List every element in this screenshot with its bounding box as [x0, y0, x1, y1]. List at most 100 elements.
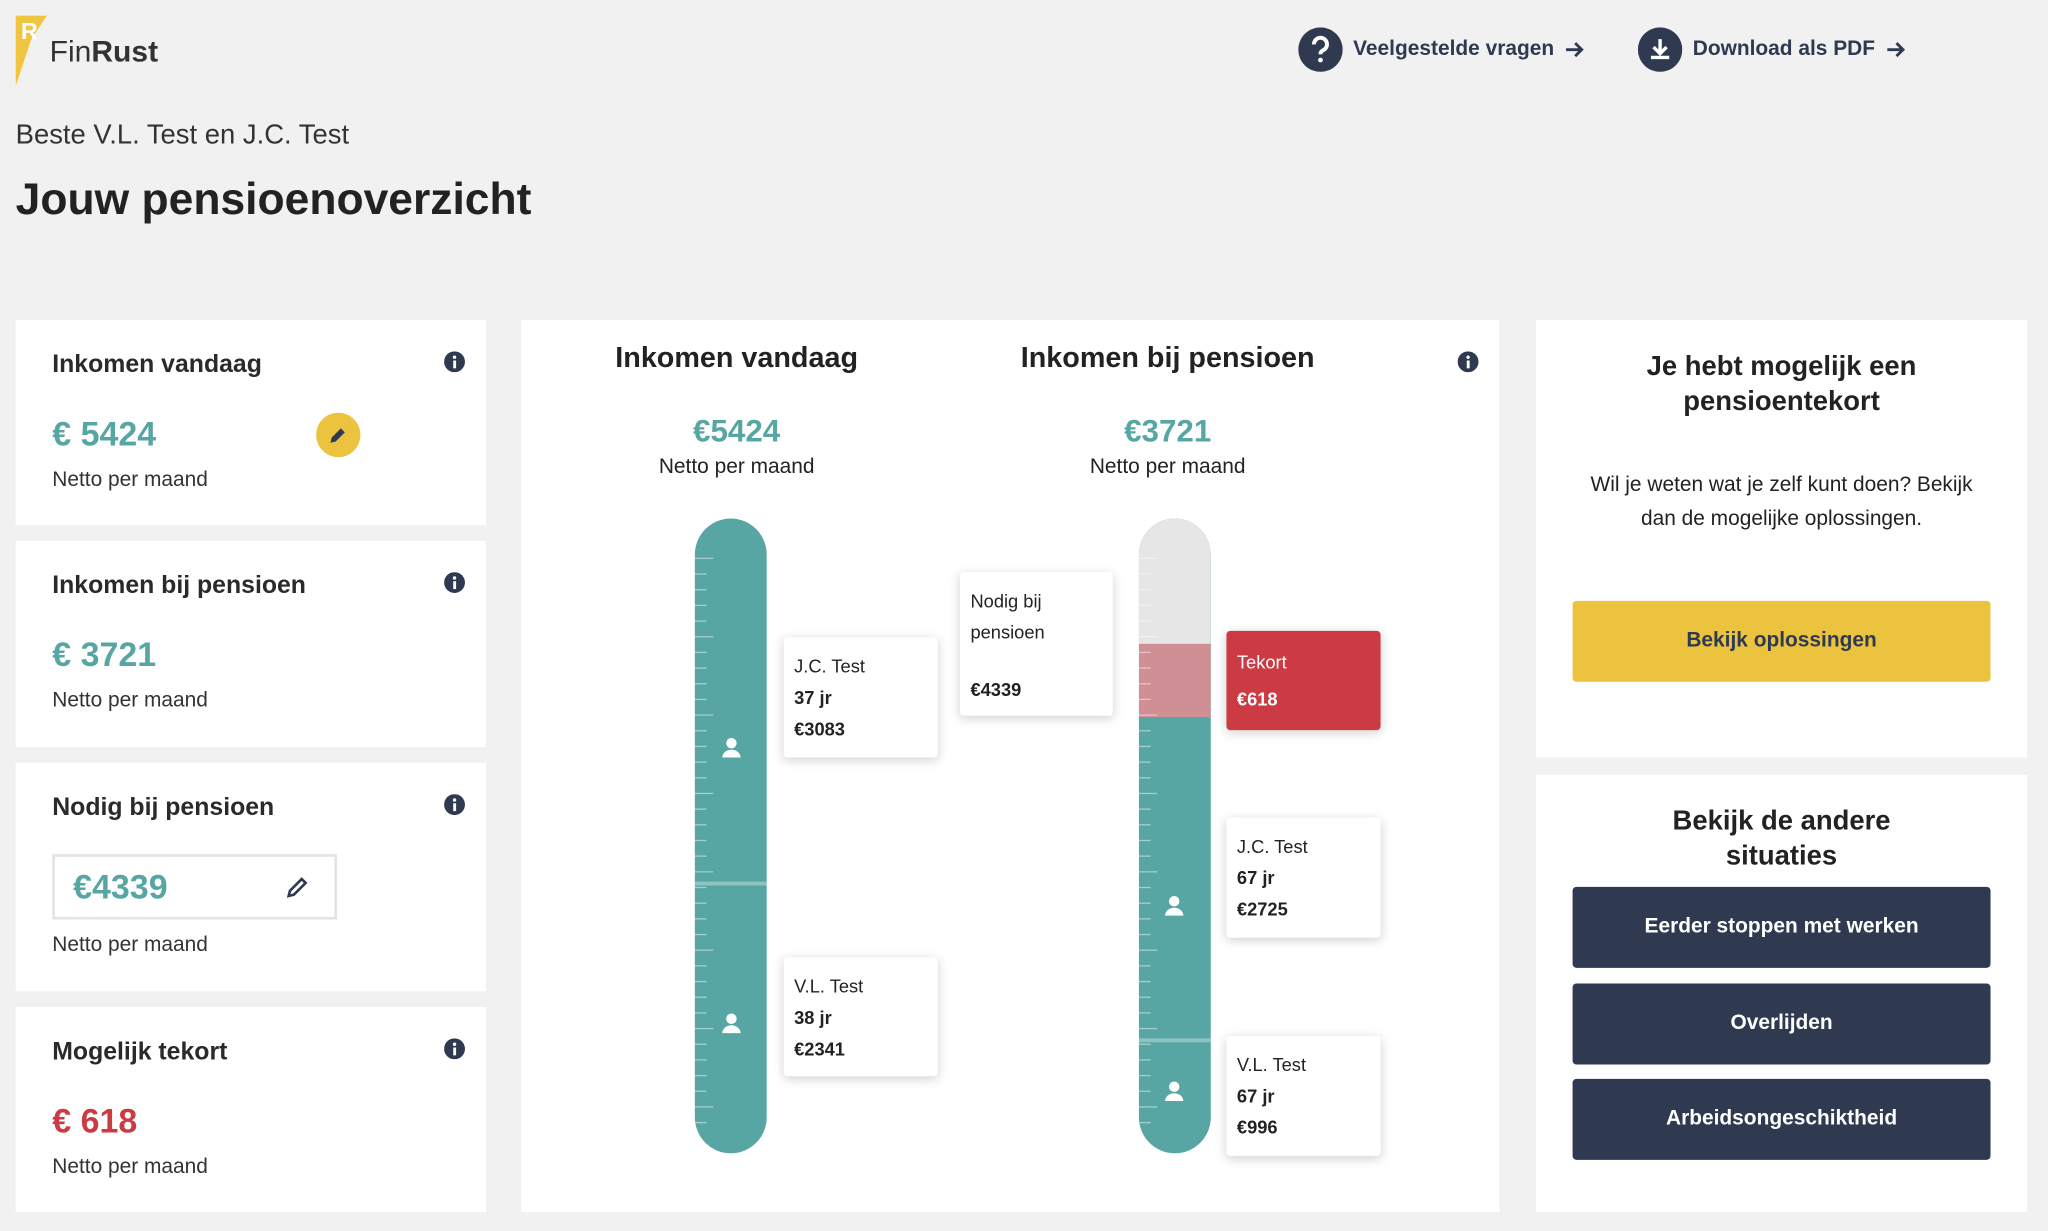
person-icon: [722, 737, 741, 758]
tooltip: J.C. Test 67 jr €2725: [1226, 817, 1381, 938]
scale-tick: [694, 573, 707, 575]
faq-link[interactable]: Veelgestelde vragen: [1298, 27, 1585, 72]
scale-tick: [1138, 824, 1151, 826]
edit-icon[interactable]: [285, 874, 311, 900]
pdf-text: Download als PDF: [1692, 37, 1876, 61]
scale-tick: [1138, 1059, 1151, 1061]
info-icon[interactable]: [444, 794, 465, 816]
tooltip-label: Nodig bij pensioen: [970, 590, 1045, 643]
brand: FinRust: [50, 34, 159, 69]
scale-tick: [694, 902, 707, 904]
card-title: Inkomen bij pensioen: [52, 572, 306, 600]
scale-tick: [694, 933, 707, 936]
solutions-button[interactable]: Bekijk oplossingen: [1572, 600, 1991, 682]
scale-tick: [1138, 996, 1151, 998]
tooltip-amount: €4339: [970, 679, 1022, 701]
scale-tick: [694, 949, 714, 951]
scale-tick: [1138, 620, 1151, 622]
download-icon: [1637, 27, 1683, 72]
person-icon: [1165, 895, 1184, 916]
scale-tick: [694, 651, 707, 654]
person-icon: [1165, 1081, 1184, 1102]
scale-tick: [694, 1090, 707, 1092]
scale-tick: [1138, 980, 1151, 983]
scale-tick: [694, 808, 707, 810]
situation-button[interactable]: Eerder stoppen met werken: [1572, 886, 1991, 968]
tooltip-amount: €996: [1236, 1116, 1278, 1138]
scale-tick: [1138, 871, 1158, 873]
scale-tick: [694, 557, 714, 560]
scale-tick: [694, 1043, 707, 1045]
card-note: Netto per maand: [52, 468, 208, 492]
situation-button[interactable]: Overlijden: [1572, 983, 1991, 1065]
amount-input[interactable]: €4339: [52, 854, 337, 920]
scale-tick: [1138, 839, 1151, 842]
arrow: [1565, 42, 1584, 58]
scale-tick: [1138, 777, 1151, 779]
edit-button[interactable]: [316, 412, 361, 458]
scale-tick: [694, 871, 714, 873]
scale-tick: [694, 636, 714, 638]
pdf-link[interactable]: Download als PDF: [1637, 27, 1907, 72]
info-icon[interactable]: [444, 572, 465, 593]
tooltip: V.L. Test 38 jr €2341: [783, 957, 938, 1077]
faq-icon: [1298, 27, 1343, 72]
tooltip-name: V.L. Test: [1236, 1054, 1307, 1075]
info-icon[interactable]: [1457, 351, 1479, 373]
scale-tick: [694, 980, 707, 983]
scale-tick: [694, 1012, 707, 1014]
scale-tick: [694, 667, 707, 669]
tooltip-age: 37 jr: [794, 687, 832, 708]
scale-tick: [1138, 1012, 1151, 1014]
tooltip-name: J.C. Test: [1236, 835, 1308, 857]
arrow: [1886, 42, 1905, 58]
scale-tick: [694, 839, 707, 842]
scale-tick: [694, 604, 707, 607]
scale-tick: [1138, 1121, 1151, 1124]
scale-tick: [694, 1106, 714, 1108]
summary-card: Nodig bij pensioen €4339 Netto per maand: [15, 762, 486, 992]
scale-tick: [1138, 1090, 1151, 1092]
scale-tick: [1138, 636, 1158, 638]
tooltip-amount: €2725: [1236, 898, 1288, 920]
separator: [694, 881, 767, 886]
empty-segment: [1138, 518, 1211, 644]
scale-tick: [694, 1059, 707, 1061]
scale-tick: [694, 792, 714, 795]
shortfall-segment: [1138, 643, 1211, 718]
tooltip: V.L. Test 67 jr €996: [1226, 1035, 1381, 1156]
scale-tick: [1138, 1106, 1158, 1108]
scale-tick: [1138, 667, 1151, 669]
situation-button[interactable]: Arbeidsongeschiktheid: [1572, 1078, 1991, 1160]
card-title: Nodig bij pensioen: [52, 794, 275, 822]
panel-heading: Je hebt mogelijk een pensioentekort: [1646, 351, 1917, 417]
card-note: Netto per maand: [52, 689, 208, 712]
scale-tick: [1138, 573, 1151, 575]
thermometer-pension: [1138, 518, 1211, 1154]
column-title: Inkomen vandaag: [615, 340, 859, 374]
info-icon[interactable]: [444, 1038, 465, 1060]
card-title: Mogelijk tekort: [52, 1038, 228, 1066]
greeting: Beste V.L. Test en J.C. Test: [15, 120, 350, 151]
scale-tick: [1138, 1074, 1151, 1077]
separator: [1138, 1038, 1211, 1043]
card-amount: € 618: [52, 1101, 138, 1141]
situations-panel: Bekijk de andere situaties Eerder stoppe…: [1535, 774, 2028, 1213]
summary-card: Inkomen vandaag € 5424 Netto per maand: [15, 319, 486, 526]
panel-text: Wil je weten wat je zelf kunt doen? Beki…: [1590, 474, 1973, 531]
tooltip-age: 67 jr: [1236, 1085, 1275, 1107]
info-icon[interactable]: [444, 351, 465, 373]
logo-icon: R: [15, 15, 48, 87]
scale-tick: [1138, 792, 1158, 795]
tooltip-age: 38 jr: [794, 1007, 832, 1028]
column-note: Netto per maand: [658, 455, 815, 479]
scale-tick: [694, 714, 714, 716]
card-amount: € 5424: [52, 414, 157, 454]
scale-tick: [694, 761, 707, 763]
tooltip-amount: €3083: [794, 718, 845, 740]
scale-tick: [1138, 683, 1151, 685]
tooltip: J.C. Test 37 jr €3083: [783, 637, 938, 758]
scale-tick: [1138, 589, 1151, 591]
scale-tick: [694, 730, 707, 732]
